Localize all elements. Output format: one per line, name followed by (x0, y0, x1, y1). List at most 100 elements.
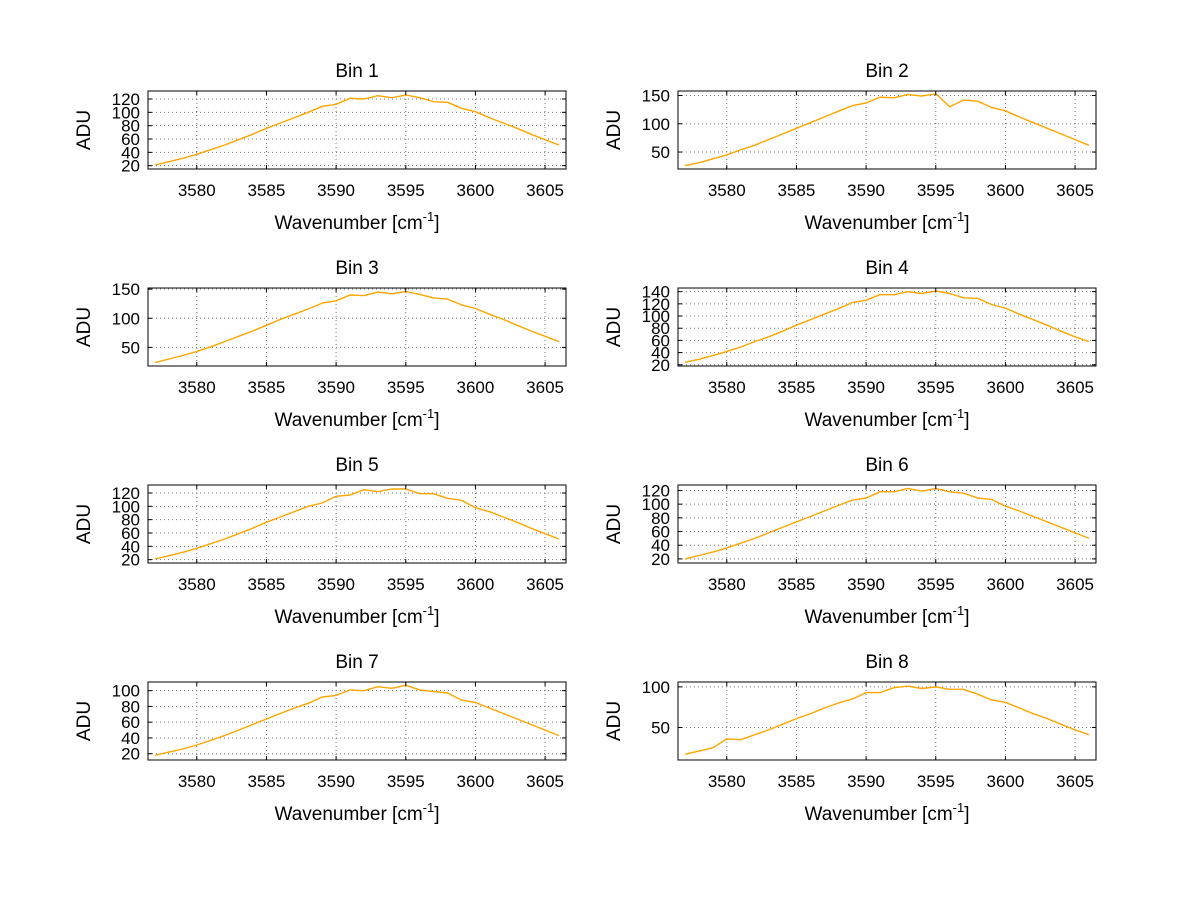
x-axis-label-sup: -1 (953, 406, 965, 421)
x-tick-label: 3585 (248, 378, 286, 397)
x-axis-label-sup: -1 (953, 800, 965, 815)
subplot-bin-8: Bin 8 3580 3585 3590 3595 3600 3605 50 100 Wavenu… (568, 646, 1098, 843)
y-tick-label: 50 (651, 143, 670, 162)
subplot-bin-7: Bin 7 3580 3585 3590 3595 3600 3605 20 40 60 80 100… (38, 646, 568, 843)
x-tick-label: 3580 (178, 378, 216, 397)
series-spectrum (684, 290, 1090, 363)
x-tick-label: 3585 (248, 772, 286, 791)
x-tick-label: 3595 (917, 181, 955, 200)
x-axis-label-tail: ] (964, 607, 969, 628)
series-spectrum (154, 684, 560, 756)
x-axis-label-sup: -1 (423, 406, 435, 421)
y-axis-label: ADU (74, 701, 95, 741)
x-tick-label: 3605 (526, 181, 564, 200)
y-tick-label: 60 (121, 524, 140, 543)
x-tick-label: 3605 (526, 378, 564, 397)
y-tick-label: 100 (642, 307, 670, 326)
y-tick-label: 100 (112, 309, 140, 328)
x-axis-label-base: Wavenumber [cm (274, 213, 422, 234)
x-axis-label: Wavenumber [cm-1] (804, 603, 969, 628)
y-tick-label: 150 (112, 280, 140, 299)
x-axis-label: Wavenumber [cm-1] (274, 209, 439, 234)
chart-svg: Bin 6 3580 3585 3590 3595 3600 3605 20406080100… (604, 455, 1097, 628)
x-tick-label: 3590 (317, 575, 355, 594)
subplot-bin-2: Bin 2 3580 3585 3590 3595 3600 3605 50 100 150 Wav… (568, 55, 1098, 252)
y-axis-label: ADU (74, 110, 95, 150)
y-tick-label: 40 (651, 344, 670, 363)
subplot-bin-5: Bin 5 3580 3585 3590 3595 3600 3605 20 40 60 80 100… (38, 449, 568, 646)
y-tick-label: 80 (121, 117, 140, 136)
x-tick-label: 3580 (178, 181, 216, 200)
axes-box (147, 484, 567, 564)
x-tick-label: 3605 (526, 772, 564, 791)
y-tick-label: 20 (121, 745, 140, 764)
x-tick-label: 3585 (778, 378, 816, 397)
y-tick-label: 40 (121, 143, 140, 162)
chart-title: Bin 1 (335, 61, 378, 82)
x-tick-label: 3595 (917, 772, 955, 791)
series-spectrum (154, 94, 560, 166)
y-tick-label: 100 (642, 678, 670, 697)
x-tick-label: 3605 (1056, 181, 1094, 200)
series-spectrum (684, 93, 1090, 167)
x-tick-label: 3595 (917, 575, 955, 594)
y-axis-label: ADU (604, 307, 625, 347)
x-axis-label-tail: ] (434, 410, 439, 431)
x-axis-label-base: Wavenumber [cm (804, 410, 952, 431)
y-tick-label: 140 (642, 283, 670, 302)
x-tick-label: 3585 (248, 575, 286, 594)
series-spectrum (154, 488, 560, 560)
subplot-bin-6: Bin 6 3580 3585 3590 3595 3600 3605 20 40 60 80 100… (568, 449, 1098, 646)
x-tick-label: 3580 (708, 575, 746, 594)
subplot-bin-3: Bin 3 3580 3585 3590 3595 3600 3605 50 100 150 Wav… (38, 252, 568, 449)
x-tick-label: 3580 (178, 575, 216, 594)
x-tick-label: 3580 (708, 772, 746, 791)
y-tick-label: 60 (121, 130, 140, 149)
y-tick-label: 20 (651, 550, 670, 569)
x-tick-label: 3595 (917, 378, 955, 397)
subplot-bin-4: Bin 4 3580 3585 3590 3595 3600 3605 20 40 60 80 100… (568, 252, 1098, 449)
y-tick-label: 20 (121, 157, 140, 176)
y-tick-label: 80 (651, 509, 670, 528)
x-tick-label: 3605 (526, 575, 564, 594)
x-axis-label-base: Wavenumber [cm (274, 607, 422, 628)
x-tick-label: 3595 (387, 378, 425, 397)
x-tick-label: 3595 (387, 181, 425, 200)
x-tick-label: 3590 (847, 181, 885, 200)
x-tick-label: 3600 (987, 575, 1025, 594)
x-axis-label: Wavenumber [cm-1] (274, 800, 439, 825)
y-axis-label: ADU (74, 307, 95, 347)
x-axis-label-tail: ] (434, 804, 439, 825)
x-tick-label: 3590 (317, 181, 355, 200)
y-tick-label: 20 (651, 356, 670, 375)
series-spectrum (684, 487, 1090, 560)
chart-title: Bin 6 (865, 455, 908, 476)
y-tick-label: 100 (112, 103, 140, 122)
y-tick-label: 40 (121, 729, 140, 748)
y-axis-label: ADU (74, 504, 95, 544)
axes-box (147, 90, 567, 170)
y-tick-label: 120 (112, 484, 140, 503)
x-tick-label: 3600 (457, 378, 495, 397)
x-tick-label: 3605 (1056, 575, 1094, 594)
chart-svg: Bin 4 3580 3585 3590 3595 3600 3605 20406080100… (604, 258, 1097, 431)
axes-box (147, 681, 567, 761)
x-tick-label: 3580 (708, 181, 746, 200)
x-tick-label: 3600 (457, 181, 495, 200)
y-tick-label: 80 (121, 511, 140, 530)
x-axis-label: Wavenumber [cm-1] (804, 406, 969, 431)
x-axis-label: Wavenumber [cm-1] (274, 603, 439, 628)
x-tick-label: 3580 (178, 772, 216, 791)
x-tick-label: 3585 (778, 575, 816, 594)
x-axis-label-tail: ] (964, 410, 969, 431)
x-axis-label-base: Wavenumber [cm (274, 410, 422, 431)
axes-box (677, 90, 1097, 170)
chart-title: Bin 3 (335, 258, 378, 279)
chart-svg: Bin 1 3580 3585 3590 3595 3600 3605 20406080100… (74, 61, 567, 234)
y-tick-label: 60 (121, 713, 140, 732)
x-axis-label-base: Wavenumber [cm (804, 213, 952, 234)
x-tick-label: 3590 (847, 772, 885, 791)
chart-svg: Bin 2 3580 3585 3590 3595 3600 3605 50 100 150 Wav… (604, 61, 1097, 234)
axes-box (677, 287, 1097, 367)
x-axis-label-sup: -1 (953, 209, 965, 224)
